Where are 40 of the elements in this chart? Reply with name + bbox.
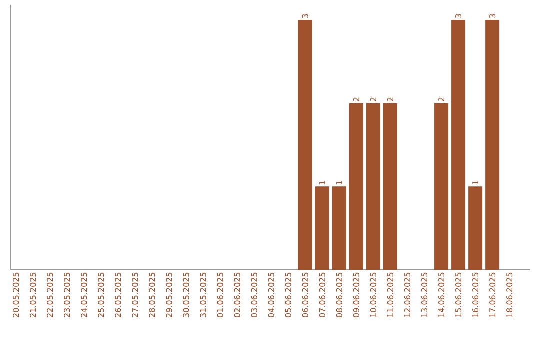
x-tick-label: 22.05.2025	[47, 272, 54, 318]
data-label: 2	[438, 98, 444, 102]
x-tick-label: 14.06.2025	[438, 272, 445, 318]
x-tick-label: 12.06.2025	[404, 272, 411, 318]
x-tick-label: 04.06.2025	[268, 272, 274, 318]
data-label: 2	[353, 98, 360, 102]
x-tick-label: 30.05.2025	[183, 272, 190, 318]
data-label: 3	[302, 14, 308, 18]
x-tick-label: 15.06.2025	[456, 272, 462, 318]
x-tick-label: 09.06.2025	[353, 272, 360, 318]
x-tick-label: 31.05.2025	[200, 272, 206, 318]
data-label: 1	[336, 181, 342, 185]
x-tick-label: 06.06.2025	[302, 272, 308, 318]
x-tick-label: 16.06.2025	[472, 272, 479, 318]
x-tick-label: 01.06.2025	[217, 272, 224, 318]
x-tick-label: 20.05.2025	[13, 272, 20, 318]
data-label: 1	[319, 181, 326, 185]
x-tick-label: 21.05.2025	[30, 272, 36, 318]
x-tick-label: 29.05.2025	[166, 272, 172, 318]
data-label: 2	[388, 98, 394, 102]
data-label: 2	[370, 98, 376, 102]
x-tick-label: 08.06.2025	[336, 272, 342, 318]
x-tick-label: 23.05.2025	[64, 272, 70, 318]
x-tick-label: 18.06.2025	[506, 272, 513, 318]
x-tick-label: 17.06.2025	[490, 272, 496, 318]
x-tick-label: 03.06.2025	[251, 272, 258, 318]
x-tick-label: 11.06.2025	[387, 272, 394, 318]
x-tick-label: 27.05.2025	[132, 272, 138, 318]
data-label: 3	[456, 14, 462, 18]
x-tick-label: 28.05.2025	[149, 272, 156, 318]
data-label: 3	[490, 14, 496, 18]
x-tick-label: 07.06.2025	[319, 272, 326, 318]
x-tick-label: 13.06.2025	[421, 272, 428, 318]
x-tick-label: 25.05.2025	[98, 272, 104, 318]
x-tick-label: 05.06.2025	[285, 272, 292, 318]
data-label: 1	[472, 181, 478, 185]
x-tick-label: 24.05.2025	[81, 272, 88, 318]
x-tick-label: 10.06.2025	[370, 272, 376, 318]
x-tick-label: 02.06.2025	[234, 272, 240, 318]
x-tick-label: 26.05.2025	[115, 272, 122, 318]
